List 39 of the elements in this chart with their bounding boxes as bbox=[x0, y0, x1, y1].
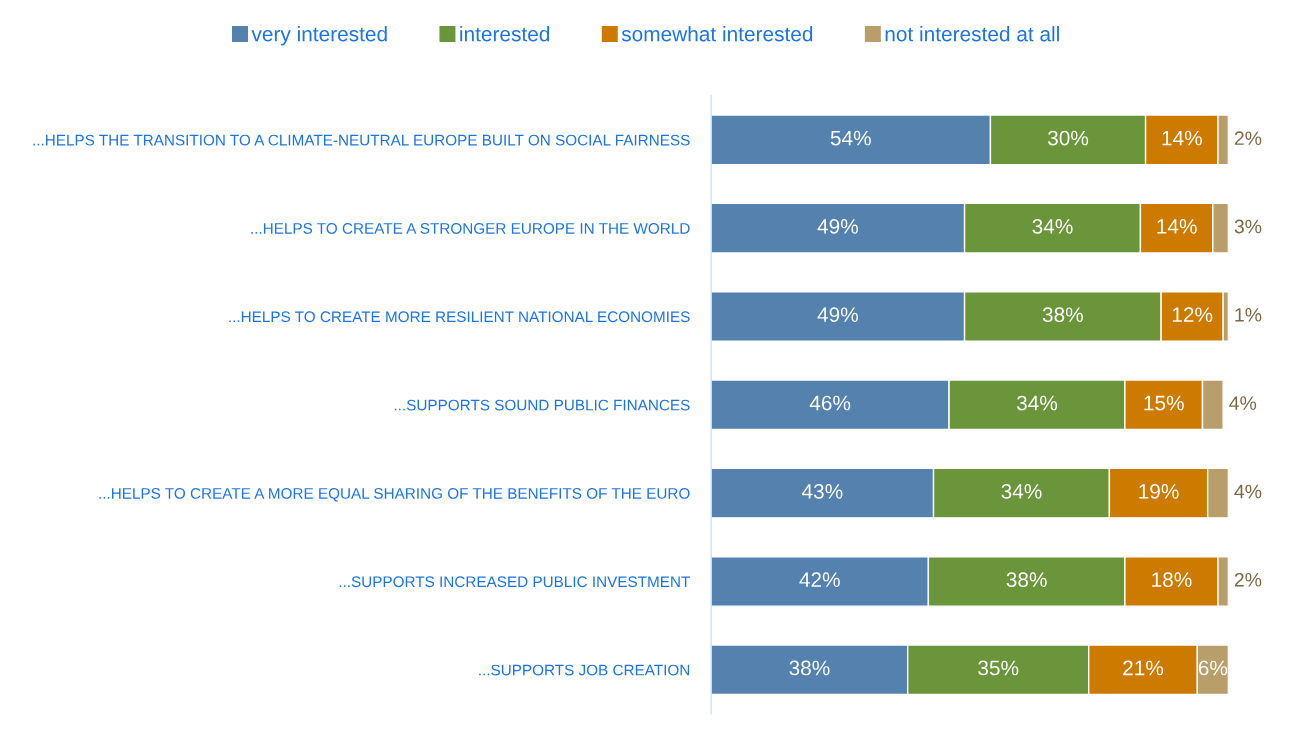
data-label: 30% bbox=[1047, 130, 1089, 146]
data-label: 14% bbox=[1157, 219, 1197, 234]
data-label: 19% bbox=[1139, 483, 1179, 499]
legend-label: not interested at all bbox=[885, 26, 1059, 42]
data-label: 38% bbox=[1006, 572, 1047, 588]
data-label: 1% bbox=[1235, 308, 1262, 322]
data-label: 15% bbox=[1144, 395, 1184, 411]
data-label: 6% bbox=[1198, 660, 1228, 676]
data-label: 43% bbox=[801, 483, 843, 499]
y-tick-label: ...HELPS TO CREATE A MORE EQUAL SHARING OF THE BENEFITS OF THE EURO bbox=[99, 487, 690, 502]
data-label: 34% bbox=[1032, 219, 1073, 234]
data-label: 54% bbox=[830, 130, 871, 146]
data-label: 12% bbox=[1172, 307, 1213, 322]
data-label: 38% bbox=[789, 660, 830, 676]
data-label: 3% bbox=[1234, 219, 1262, 234]
data-label: 42% bbox=[799, 572, 840, 587]
legend-label: very interested bbox=[251, 26, 387, 46]
y-tick-label: ...HELPS TO CREATE A STRONGER EUROPE IN THE WORLD bbox=[251, 223, 690, 234]
legend-label: somewhat interested bbox=[621, 26, 813, 42]
y-tick-label: ...HELPS TO CREATE MORE RESILIENT NATIONAL ECONOMIES bbox=[229, 311, 690, 323]
data-label: 49% bbox=[817, 219, 858, 234]
data-label: 46% bbox=[809, 395, 851, 411]
y-tick-label: ...SUPPORTS SOUND PUBLIC FINANCES bbox=[394, 399, 690, 411]
data-label: 34% bbox=[1016, 395, 1058, 411]
data-label: 2% bbox=[1234, 572, 1262, 587]
data-label: 4% bbox=[1234, 484, 1262, 499]
data-label: 14% bbox=[1162, 130, 1202, 146]
data-label: 2% bbox=[1234, 131, 1262, 145]
data-label: 21% bbox=[1123, 660, 1164, 676]
legend-label: interested bbox=[460, 26, 550, 42]
data-label: 18% bbox=[1152, 572, 1192, 588]
y-tick-label: ...HELPS THE TRANSITION TO A CLIMATE-NEUTRAL EUROPE BUILT ON SOCIAL FAIRNESS bbox=[33, 134, 690, 146]
data-label: 49% bbox=[817, 307, 858, 323]
y-tick-label: ...SUPPORTS INCREASED PUBLIC INVESTMENT bbox=[339, 576, 690, 588]
data-label: 4% bbox=[1229, 396, 1257, 410]
data-label: 38% bbox=[1042, 307, 1083, 323]
y-tick-label: ...SUPPORTS JOB CREATION bbox=[479, 664, 690, 676]
data-label: 34% bbox=[1001, 483, 1042, 499]
data-label: 35% bbox=[978, 660, 1019, 676]
